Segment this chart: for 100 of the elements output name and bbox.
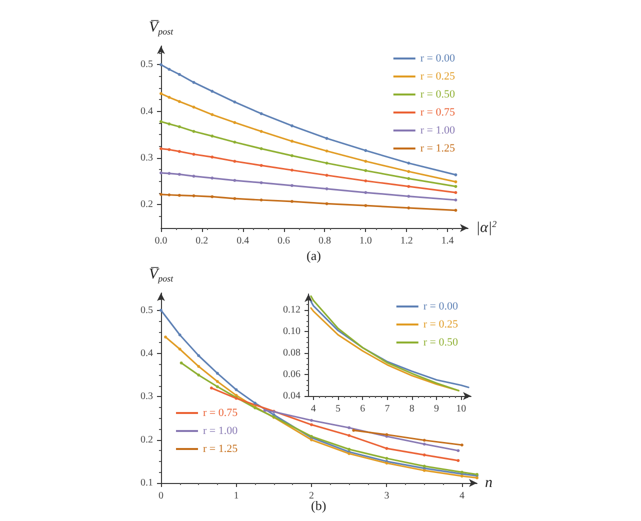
point xyxy=(160,63,162,66)
y-tick-label: 0.5 xyxy=(140,304,153,316)
point xyxy=(325,174,328,177)
point xyxy=(456,459,460,462)
point xyxy=(216,380,219,384)
y-tick-label: 0.2 xyxy=(140,199,153,210)
point xyxy=(352,428,356,432)
point xyxy=(178,172,181,176)
x-tick-label: 2 xyxy=(308,490,314,502)
point xyxy=(192,152,196,156)
point xyxy=(233,178,236,182)
legend-label: r = 0.00 xyxy=(423,300,458,312)
point xyxy=(178,125,181,128)
y-tick-label: 0.4 xyxy=(140,106,153,117)
point xyxy=(192,194,196,198)
x-tick-label: 1 xyxy=(234,490,239,502)
legend-label: r = 1.25 xyxy=(420,142,456,154)
point xyxy=(454,208,458,212)
point xyxy=(348,434,351,437)
x-tick-label: 1.4 xyxy=(441,236,454,246)
point xyxy=(364,204,368,208)
point xyxy=(168,96,171,99)
point xyxy=(364,149,368,152)
y-tick-label: 0.10 xyxy=(283,326,300,338)
point xyxy=(254,402,257,405)
point xyxy=(325,136,328,140)
point xyxy=(325,187,328,190)
x-tick-label: 10 xyxy=(456,404,466,414)
point xyxy=(260,164,263,167)
point xyxy=(290,124,294,128)
y-tick-label: 0.3 xyxy=(140,152,153,164)
point xyxy=(160,308,162,312)
point xyxy=(233,197,236,200)
point xyxy=(364,179,368,182)
point xyxy=(210,386,213,390)
x-tick-label: 9 xyxy=(434,404,440,414)
x-tick-label: 0.0 xyxy=(154,236,168,246)
legend-label: r = 1.25 xyxy=(203,443,238,455)
point xyxy=(290,168,294,172)
legend-label: r = 1.00 xyxy=(420,124,456,136)
line-series xyxy=(352,428,464,446)
legend-label: r = 0.50 xyxy=(420,88,456,100)
point xyxy=(210,134,214,138)
point xyxy=(192,130,196,133)
point xyxy=(454,173,458,176)
x-tick-label: 1.0 xyxy=(359,236,372,246)
legend-label: r = 0.75 xyxy=(420,106,456,118)
point xyxy=(260,112,263,116)
x-tick-label: 1.2 xyxy=(400,236,413,246)
point xyxy=(197,374,200,377)
x-tick-label: 0.6 xyxy=(278,236,290,246)
x-tick-label: 4 xyxy=(310,404,316,414)
x-tick-label: 0.8 xyxy=(318,236,331,246)
legend-label: r = 0.75 xyxy=(203,407,238,419)
point xyxy=(290,200,294,203)
point xyxy=(260,181,263,184)
y-tick-label: 0.08 xyxy=(283,348,300,359)
y-tick-label: 0.06 xyxy=(283,369,300,380)
point xyxy=(210,176,214,180)
y-tick-label: 0.5 xyxy=(140,59,153,70)
x-axis-title: n xyxy=(485,475,492,491)
point xyxy=(260,147,263,150)
point xyxy=(454,180,458,184)
point xyxy=(407,206,410,210)
point xyxy=(168,148,171,152)
point xyxy=(234,388,238,392)
point xyxy=(168,193,171,196)
point xyxy=(197,354,200,358)
point xyxy=(454,184,458,188)
point xyxy=(178,333,182,336)
point xyxy=(178,194,181,197)
point xyxy=(168,68,171,71)
y-tick-label: 0.3 xyxy=(140,391,153,402)
point xyxy=(216,372,219,375)
point xyxy=(348,448,351,451)
point xyxy=(233,160,236,163)
point xyxy=(456,449,460,452)
x-tick-label: 4 xyxy=(459,490,464,502)
point xyxy=(160,171,162,174)
point xyxy=(290,154,294,158)
point xyxy=(422,453,426,456)
point xyxy=(364,169,368,172)
point xyxy=(310,418,313,422)
line-series xyxy=(160,192,458,212)
point xyxy=(216,385,219,388)
point xyxy=(454,191,458,194)
point xyxy=(168,122,171,126)
x-tick-label: 3 xyxy=(384,490,390,502)
point xyxy=(178,348,182,351)
x-tick-label: 8 xyxy=(409,404,414,414)
point xyxy=(454,198,458,202)
point xyxy=(460,474,464,478)
point xyxy=(178,72,181,76)
y-tick-label: 0.12 xyxy=(283,304,300,316)
line-series xyxy=(164,336,478,480)
line-series xyxy=(160,92,458,184)
text: (b) xyxy=(311,498,326,513)
point xyxy=(260,130,263,133)
x-tick-label: 0.4 xyxy=(236,236,250,246)
point xyxy=(210,113,214,116)
